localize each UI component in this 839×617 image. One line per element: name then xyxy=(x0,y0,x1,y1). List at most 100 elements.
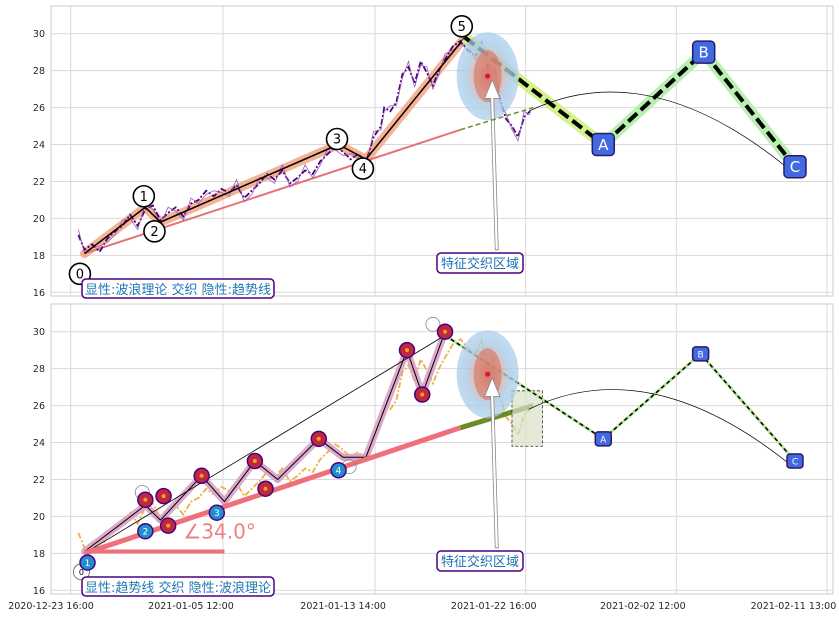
top-panel: 16 18 20 22 24 26 28 30 0 1 2 3 4 5 A B C 特征交织区域 显性:波浪… xyxy=(33,5,834,299)
pivot-blue-2: 2 xyxy=(137,522,154,540)
top-abc-labels: A B C xyxy=(591,40,807,179)
y-tick-label: 24 xyxy=(33,140,45,151)
pivot-ghost xyxy=(425,316,441,332)
pivot-red-core xyxy=(143,497,148,502)
projection-label-B: B xyxy=(691,346,710,362)
svg-text:2: 2 xyxy=(142,528,148,538)
bottom-x-ticks: 2020-12-23 16:00 2021-01-05 12:00 2021-01-… xyxy=(8,601,836,612)
svg-text:B: B xyxy=(698,350,704,360)
projection-label-A: A xyxy=(594,431,613,447)
projection-line xyxy=(702,50,797,168)
bottom-target-box xyxy=(511,390,543,447)
y-tick-label: 22 xyxy=(33,177,45,188)
arrow-shape xyxy=(484,78,501,251)
top-arc xyxy=(528,91,796,175)
top-zone-center xyxy=(485,73,491,79)
projection-label-C: C xyxy=(786,453,804,469)
x-tick-label: 2021-01-05 12:00 xyxy=(148,601,234,612)
y-tick-label: 18 xyxy=(33,251,45,262)
pivot-red-core xyxy=(405,348,410,353)
wave-label-1: 1 xyxy=(132,184,156,208)
bottom-angle-label: ∠34.0° xyxy=(183,520,255,544)
svg-text:3: 3 xyxy=(214,509,220,519)
bottom-arc xyxy=(528,389,796,469)
x-tick-label: 2021-01-22 16:00 xyxy=(451,601,537,612)
y-tick-label: 20 xyxy=(33,214,45,225)
pivot-blue-4: 4 xyxy=(330,461,347,479)
x-tick-label: 2021-02-11 13:00 xyxy=(751,601,837,612)
projection-label-C: C xyxy=(783,154,807,179)
pivot-blue-3: 3 xyxy=(208,504,226,521)
projection-label-A: A xyxy=(591,132,616,157)
y-tick-label: 30 xyxy=(33,29,45,40)
projection-line xyxy=(463,35,605,147)
svg-text:A: A xyxy=(598,136,609,154)
pivot-red-core xyxy=(252,459,257,464)
y-tick-label: 20 xyxy=(33,512,45,523)
svg-text:4: 4 xyxy=(359,162,367,177)
y-tick-label: 26 xyxy=(33,401,45,412)
top-caption: 显性:波浪理论 交织 隐性:趋势线 xyxy=(85,282,271,298)
y-tick-label: 28 xyxy=(33,66,45,77)
projection-line xyxy=(700,353,796,462)
pivot-red-core xyxy=(166,523,171,528)
arrow-shape xyxy=(484,376,501,549)
pivot-red-core xyxy=(420,392,425,397)
wave-label-4: 4 xyxy=(351,157,375,180)
bottom-zone-center xyxy=(485,371,491,377)
pivot-blue-1: 1 xyxy=(79,554,96,571)
svg-text:4: 4 xyxy=(336,467,342,477)
bottom-y-ticks: 16 18 20 22 24 26 28 30 xyxy=(33,327,45,597)
pivot-red-core xyxy=(316,436,321,441)
top-annotation-arrow xyxy=(484,78,501,251)
svg-text:2: 2 xyxy=(150,225,158,240)
svg-text:C: C xyxy=(790,158,800,176)
y-tick-label: 18 xyxy=(33,549,45,560)
pivot-origin-label: 0 xyxy=(79,568,84,577)
bottom-pivots: 01 2 3 4 xyxy=(73,316,454,581)
y-tick-label: 16 xyxy=(33,586,45,597)
y-tick-label: 30 xyxy=(33,327,45,338)
wave-label-2: 2 xyxy=(143,220,166,243)
svg-text:1: 1 xyxy=(140,190,148,205)
y-tick-label: 28 xyxy=(33,364,45,375)
y-tick-label: 24 xyxy=(33,438,45,449)
wave-label-5: 5 xyxy=(450,15,474,38)
y-tick-label: 22 xyxy=(33,475,45,486)
pivot-red-core xyxy=(161,494,166,499)
svg-text:A: A xyxy=(600,435,607,445)
top-caption-box: 显性:波浪理论 交织 隐性:趋势线 xyxy=(81,278,275,299)
top-annotation-box: 特征交织区域 xyxy=(436,252,524,274)
pivot-red-core xyxy=(199,473,204,478)
x-tick-label: 2021-01-13 14:00 xyxy=(300,601,386,612)
bottom-caption: 显性:趋势线 交织 隐性:波浪理论 xyxy=(85,580,271,596)
x-tick-label: 2021-02-02 12:00 xyxy=(600,601,686,612)
top-y-ticks: 16 18 20 22 24 26 28 30 xyxy=(33,29,45,299)
bottom-annotation-box: 特征交织区域 xyxy=(436,550,524,572)
pivot-red-core xyxy=(443,329,448,334)
projection-line xyxy=(602,353,702,440)
svg-text:1: 1 xyxy=(85,559,91,569)
y-tick-label: 26 xyxy=(33,103,45,114)
x-tick-label: 2020-12-23 16:00 xyxy=(8,601,94,612)
y-tick-label: 16 xyxy=(33,288,45,299)
top-price-series xyxy=(77,39,531,254)
projection-line xyxy=(601,50,706,147)
svg-text:3: 3 xyxy=(333,132,341,147)
bottom-annotation-text: 特征交织区域 xyxy=(441,554,519,570)
top-wave-line xyxy=(84,36,466,255)
bottom-caption-box: 显性:趋势线 交织 隐性:波浪理论 xyxy=(81,576,275,597)
bottom-abc-labels: A B C xyxy=(594,346,804,469)
svg-text:C: C xyxy=(792,458,798,468)
bottom-annotation-arrow xyxy=(484,376,501,549)
channel-line xyxy=(84,335,446,554)
top-wave-labels: 0 1 2 3 4 5 xyxy=(68,15,474,286)
projection-label-B: B xyxy=(691,40,716,64)
pivot-red-core xyxy=(263,486,268,491)
wave-label-3: 3 xyxy=(325,127,349,151)
top-trend-extension xyxy=(460,106,534,131)
svg-text:B: B xyxy=(699,44,709,62)
top-annotation-text: 特征交织区域 xyxy=(441,256,519,272)
